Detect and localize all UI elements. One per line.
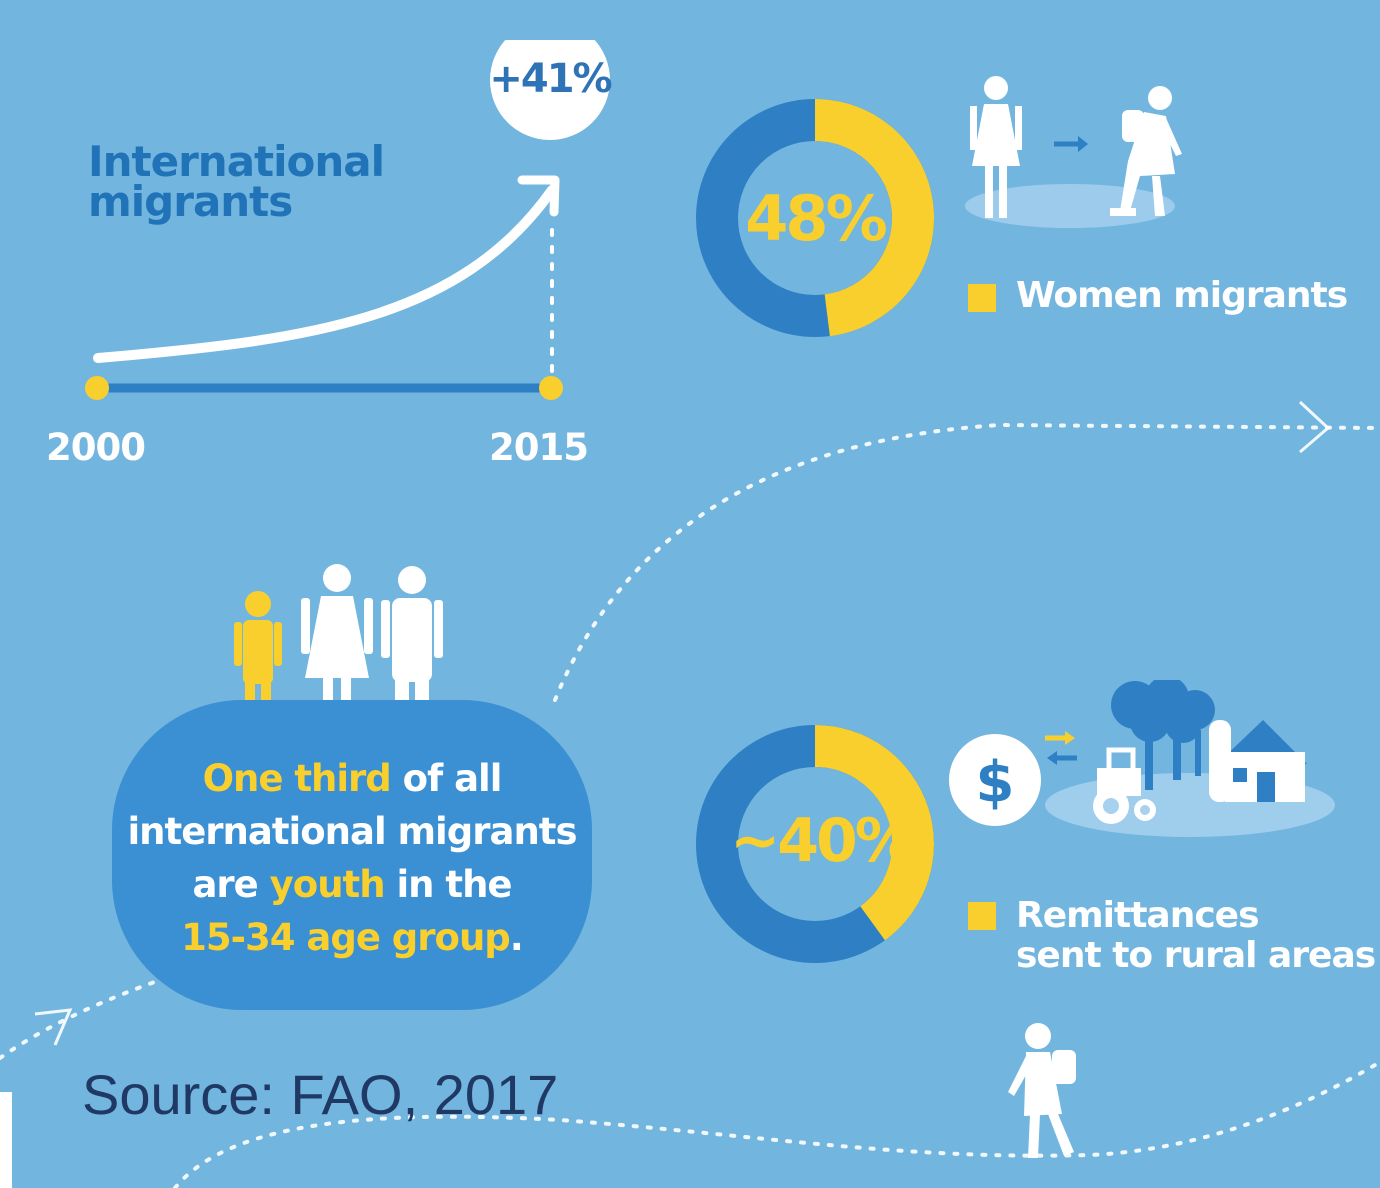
donut-women-slice	[814, 99, 934, 337]
arrows-exchange-icon	[1045, 731, 1077, 765]
walking-migrant-illustration	[1008, 1023, 1076, 1158]
youth-highlight-one-third: One third	[202, 757, 392, 800]
youth-text1: of all	[390, 757, 503, 800]
women-legend-swatch	[968, 284, 996, 312]
growth-title-line2: migrants	[88, 177, 293, 226]
youth-line3: are youth in the	[112, 858, 592, 911]
ground-shadow	[965, 184, 1175, 228]
remittances-legend-line2: sent to rural areas	[1016, 935, 1376, 976]
remittances-legend-swatch	[968, 902, 996, 930]
women-donut-label: 48%	[745, 182, 887, 255]
migrant-walking-icon	[1008, 1023, 1076, 1158]
women-legend-label: Women migrants	[1016, 275, 1348, 316]
youth-highlight-age-group: 15-34 age group	[181, 916, 511, 959]
axis-point-2015	[539, 376, 563, 400]
axis-point-2000	[85, 376, 109, 400]
year-start: 2000	[46, 426, 146, 469]
dotted-flow-left	[0, 978, 162, 1060]
year-end: 2015	[489, 426, 589, 469]
remittances-donut	[696, 725, 934, 963]
change-bubble	[490, 40, 610, 140]
youth-text3a: are	[192, 863, 270, 906]
left-edge-white-strip	[0, 1092, 12, 1188]
tractor-icon	[1093, 747, 1156, 824]
flow-arrow-left-icon	[34, 1008, 73, 1046]
youth-line1: One third of all	[112, 752, 592, 805]
remittances-legend: Remittances sent to rural areas	[1016, 895, 1376, 976]
growth-title: International migrants	[88, 137, 385, 226]
youth-line2: international migrants	[127, 810, 577, 853]
growth-title-line1: International	[88, 137, 385, 186]
dotted-flow-upper	[553, 422, 1380, 702]
tree-icon	[1111, 680, 1215, 790]
arrow-right-icon	[1054, 136, 1088, 152]
flow-arrow-right-icon	[1298, 400, 1331, 454]
dotted-flow-bottom	[173, 1060, 1380, 1188]
money-circle	[949, 734, 1041, 826]
women-donut	[696, 99, 934, 337]
growth-arrowhead-icon	[517, 175, 560, 217]
youth-text4: .	[509, 916, 524, 959]
remittances-donut-label: ~40%	[730, 806, 915, 876]
source-caption: Source: FAO, 2017	[82, 1063, 559, 1126]
woman-standing-icon	[970, 76, 1022, 218]
growth-curve	[93, 185, 557, 363]
youth-bubble	[112, 700, 592, 1010]
youth-highlight-youth: youth	[269, 863, 386, 906]
remittances-legend-line1: Remittances	[1016, 895, 1260, 936]
youth-statement: One third of all international migrants …	[112, 752, 592, 964]
farmhouse-icon	[1209, 720, 1307, 802]
woman-walking-backpack-icon	[1110, 86, 1182, 216]
women-migration-illustration	[965, 76, 1182, 228]
youth-line4: 15-34 age group.	[112, 911, 592, 964]
donut-remittances-slice	[814, 725, 934, 941]
change-label: +41%	[489, 56, 612, 102]
growth-chart	[85, 40, 610, 400]
youth-text3b: in the	[384, 863, 512, 906]
remittances-illustration	[949, 680, 1335, 837]
dollar-icon: $	[975, 750, 1015, 815]
